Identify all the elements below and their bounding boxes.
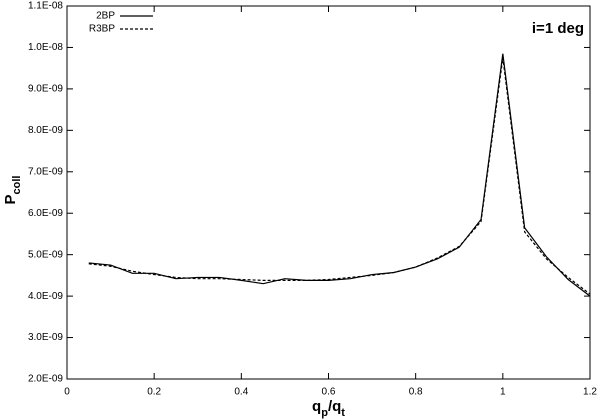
y-axis-label-part: P (2, 194, 19, 204)
x-tick-label: 1 (500, 387, 506, 398)
y-tick-label: 1.0E-08 (28, 42, 63, 53)
y-axis-label-part: coll (11, 176, 23, 195)
x-axis-label-part: q (312, 398, 321, 415)
y-axis-label: Pcoll (2, 176, 23, 205)
y-tick-label: 8.0E-09 (28, 125, 63, 136)
x-tick-label: 0 (64, 387, 70, 398)
data-line (88, 57, 591, 295)
x-axis-label-part: t (341, 407, 345, 419)
annotation: i=1 deg (532, 20, 584, 37)
x-axis-label-part: p (321, 407, 328, 419)
y-tick-label: 1.1E-08 (28, 1, 63, 12)
x-tick-label: 0.8 (409, 387, 423, 398)
x-axis-label-part: /q (328, 398, 341, 415)
y-tick-label: 4.0E-09 (28, 291, 63, 302)
plot-frame (66, 5, 591, 380)
y-tick-label: 2.0E-09 (28, 374, 63, 385)
y-tick-label: 9.0E-09 (28, 84, 63, 95)
y-tick-label: 5.0E-09 (28, 249, 63, 260)
x-axis-label: qp/qt (312, 398, 345, 419)
x-tick-label: 0.4 (234, 387, 248, 398)
y-tick-label: 6.0E-09 (28, 208, 63, 219)
x-tick-label: 0.2 (147, 387, 161, 398)
data-line (88, 53, 591, 297)
x-tick-label: 1.2 (583, 387, 597, 398)
legend-label: R3BP (89, 24, 115, 35)
y-tick-label: 7.0E-09 (28, 166, 63, 177)
y-tick-label: 3.0E-09 (28, 332, 63, 343)
x-tick-label: 0.6 (322, 387, 336, 398)
legend-label: 2BP (96, 11, 115, 22)
